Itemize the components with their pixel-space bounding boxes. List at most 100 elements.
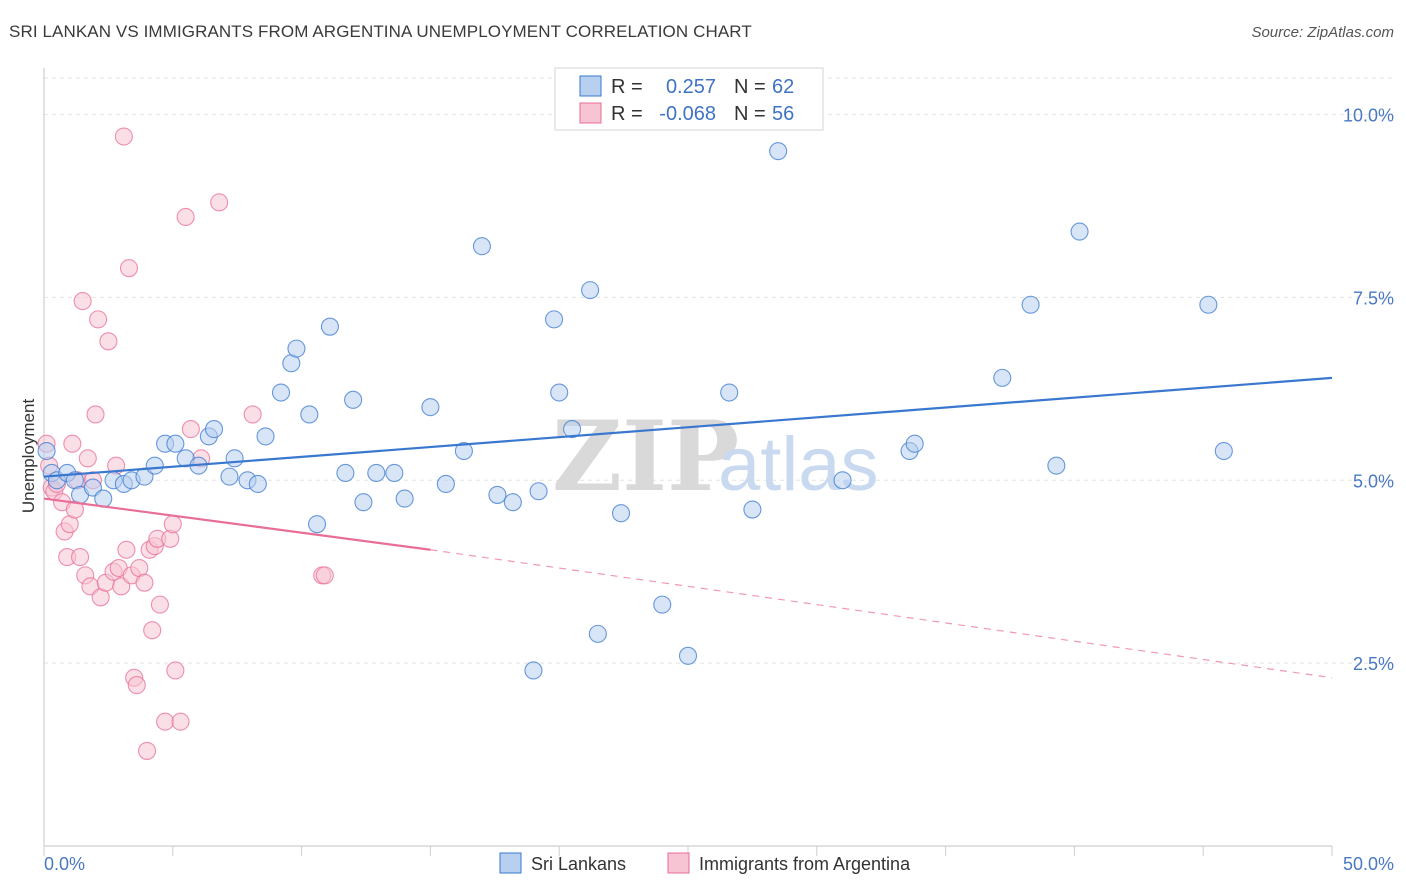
sri-lankan-point — [488, 485, 507, 504]
argentina-point — [78, 449, 97, 468]
sri-lankan-point — [653, 595, 672, 614]
bottom-legend-label-1: Sri Lankans — [531, 854, 626, 874]
bottom-legend-swatch-pink — [667, 852, 690, 874]
series-srilankan-points — [37, 142, 1233, 680]
y-tick-label: 10.0% — [1343, 106, 1394, 126]
sri-lankan-point — [611, 504, 631, 523]
sri-lankan-point — [743, 500, 762, 519]
argentina-point — [243, 405, 262, 424]
sri-lankan-point — [720, 383, 739, 402]
sri-lankan-point — [454, 441, 473, 461]
sri-lankan-point — [220, 467, 239, 486]
y-axis-label: Unemployment — [19, 399, 38, 514]
series-argentina-points — [37, 127, 334, 760]
argentina-point — [86, 405, 105, 424]
sri-lankan-point — [145, 456, 164, 475]
sri-lankan-point — [320, 317, 339, 336]
argentina-point — [73, 292, 92, 311]
sri-lankan-point — [472, 237, 491, 256]
sri-lankan-point — [367, 463, 386, 483]
argentina-point — [99, 332, 118, 351]
trend-lines — [43, 376, 1333, 679]
sri-lankan-point — [94, 489, 113, 508]
watermark: ZIP atlas — [552, 400, 879, 513]
sri-lankan-point — [336, 463, 355, 483]
legend-n-value-1: 62 — [772, 76, 794, 98]
sri-lankan-point — [421, 398, 440, 417]
sri-lankan-point — [271, 383, 291, 402]
argentina-point — [119, 259, 139, 278]
sri-lankan-point — [1070, 222, 1089, 241]
legend-r-label-2: R = — [611, 103, 643, 125]
source-credit: Source: ZipAtlas.com — [1251, 24, 1394, 41]
legend-n-value-2: 56 — [772, 103, 794, 125]
sri-lankan-point — [563, 420, 582, 439]
y-tick-labels: 2.5% 5.0% 7.5% 10.0% — [1343, 106, 1394, 675]
legend-swatch-pink — [579, 102, 602, 124]
watermark-zip: ZIP — [552, 400, 739, 513]
argentina-point — [150, 595, 169, 614]
sri-lankan-point — [769, 142, 788, 161]
sri-lankan-point — [1021, 295, 1040, 314]
y-tick-label: 7.5% — [1353, 288, 1394, 308]
sri-lankan-point — [529, 482, 548, 501]
legend-n-label-1: N = — [734, 76, 766, 98]
sri-lankan-point — [1214, 441, 1233, 461]
legend-n-label-2: N = — [734, 103, 766, 125]
sri-lankan-point — [256, 427, 275, 446]
argentina-point — [166, 661, 185, 680]
legend-r-label-1: R = — [611, 76, 643, 98]
sri-lankan-point — [344, 390, 363, 409]
sri-lankan-point — [225, 449, 244, 468]
argentina-point — [117, 540, 136, 559]
argentina-point — [163, 515, 182, 534]
sri-lankan-point — [581, 281, 600, 300]
argentina-point — [181, 420, 200, 439]
grid-lines — [44, 77, 1394, 664]
sri-lankan-trend-line — [43, 376, 1333, 478]
argentina-point — [210, 193, 229, 212]
legend-r-value-2: -0.068 — [659, 103, 716, 125]
argentina-trend-line — [43, 497, 431, 551]
x-ticks — [43, 846, 1333, 856]
sri-lankan-point — [287, 339, 306, 358]
sri-lankan-point — [1199, 295, 1218, 314]
sri-lankan-point — [905, 434, 924, 453]
series-legend: Sri Lankans Immigrants from Argentina — [499, 852, 911, 874]
argentina-point — [156, 712, 175, 731]
bottom-legend-label-2: Immigrants from Argentina — [699, 854, 911, 874]
correlation-legend: R = 0.257 N = 62 R = -0.068 N = 56 — [554, 67, 824, 131]
sri-lankan-point — [308, 515, 327, 534]
x-tick-label-max: 50.0% — [1343, 854, 1394, 874]
argentina-point — [114, 127, 133, 146]
argentina-point — [143, 621, 162, 640]
argentina-point — [89, 310, 108, 329]
legend-r-value-1: 0.257 — [666, 76, 716, 98]
sri-lankan-point — [354, 493, 373, 512]
sri-lankan-point — [300, 405, 319, 424]
y-tick-label: 5.0% — [1353, 471, 1394, 491]
sri-lankan-point — [204, 420, 224, 439]
sri-lankan-point — [524, 661, 543, 680]
sri-lankan-point — [993, 368, 1012, 387]
argentina-point — [71, 548, 90, 567]
sri-lankan-point — [385, 463, 404, 483]
sri-lankan-point — [248, 474, 267, 493]
argentina-point — [171, 712, 190, 731]
legend-swatch-blue — [579, 75, 602, 97]
argentina-trend-extension — [430, 549, 1333, 679]
argentina-point — [135, 573, 154, 592]
y-tick-label: 2.5% — [1353, 654, 1394, 674]
x-tick-label-min: 0.0% — [44, 854, 85, 874]
watermark-atlas: atlas — [718, 422, 879, 507]
argentina-point — [63, 434, 82, 453]
sri-lankan-point — [1047, 456, 1066, 475]
sri-lankan-point — [550, 383, 569, 402]
argentina-point — [176, 207, 195, 227]
bottom-legend-swatch-blue — [499, 852, 522, 874]
sri-lankan-point — [833, 471, 852, 490]
chart-title: SRI LANKAN VS IMMIGRANTS FROM ARGENTINA … — [9, 22, 752, 41]
sri-lankan-point — [588, 624, 607, 643]
argentina-point — [161, 529, 180, 548]
